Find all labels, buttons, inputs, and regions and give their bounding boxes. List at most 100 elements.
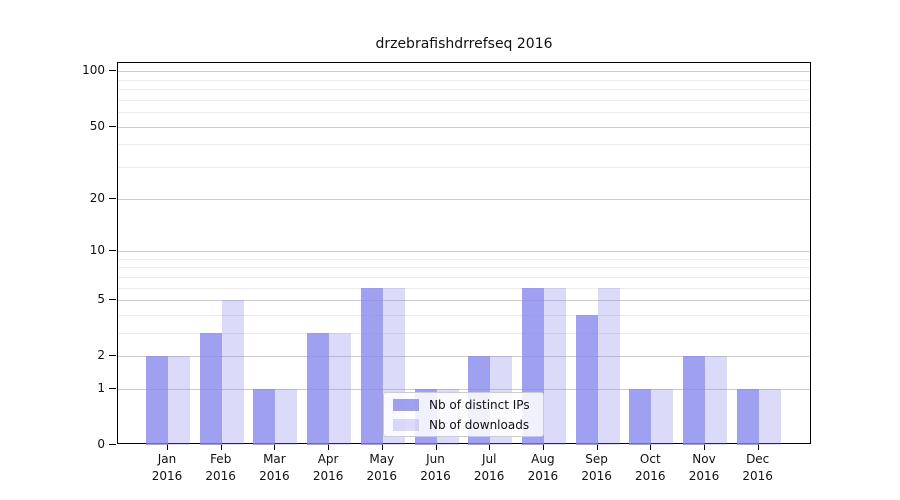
legend-label-distinct-ips: Nb of distinct IPs [429, 397, 530, 412]
x-tick-label-sep: Sep 2016 [569, 451, 625, 485]
gridline-minor [118, 258, 810, 260]
gridline-minor [118, 276, 810, 278]
x-tick-mark [596, 444, 598, 450]
bar-downloads [597, 287, 620, 445]
y-tick-mark [109, 249, 116, 251]
y-tick-label: 50 [89, 118, 105, 133]
x-tick-mark [489, 444, 491, 450]
x-tick-label-oct: Oct 2016 [622, 451, 678, 485]
gridline-minor [118, 332, 810, 334]
distinct-ips-swatch-icon [393, 398, 419, 411]
gridline-minor [118, 287, 810, 289]
bar-downloads [221, 299, 244, 445]
year-label: 2016 [420, 469, 451, 483]
legend-row-downloads: Nb of downloads [393, 416, 534, 433]
bar-distinct-ips [360, 287, 383, 445]
plot-area [117, 62, 811, 445]
y-tick-mark [109, 70, 116, 72]
y-tick-label: 0 [97, 437, 105, 451]
y-tick-mark [109, 125, 116, 127]
gridline-major [118, 71, 810, 73]
legend-row-distinct-ips: Nb of distinct IPs [393, 396, 534, 413]
x-tick-mark [650, 444, 652, 450]
bar-distinct-ips [199, 332, 222, 445]
y-tick-label: 1 [97, 380, 105, 395]
year-label: 2016 [688, 469, 720, 483]
bar-distinct-ips [307, 332, 330, 445]
x-tick-label-may: May 2016 [354, 451, 410, 485]
gridline-major [118, 126, 810, 128]
bar-distinct-ips [253, 388, 276, 445]
x-tick-label-feb: Feb 2016 [193, 451, 249, 485]
month-label: Jun [426, 452, 445, 466]
year-label: 2016 [259, 469, 290, 483]
y-tick-label: 100 [82, 63, 105, 78]
month-label: Mar [263, 452, 286, 466]
x-tick-mark [381, 444, 383, 450]
y-tick-label: 20 [89, 190, 105, 205]
month-label: Jul [481, 452, 497, 466]
x-tick-label-dec: Dec 2016 [730, 451, 786, 485]
year-label: 2016 [527, 469, 559, 483]
x-tick-label-jun: Jun 2016 [408, 451, 464, 485]
y-tick-label: 2 [97, 348, 105, 363]
y-tick-label: 5 [97, 291, 105, 306]
x-tick-mark [167, 444, 168, 450]
y-tick-mark [109, 355, 116, 357]
x-tick-mark [220, 444, 222, 450]
x-tick-mark [704, 444, 705, 450]
gridline-minor [118, 167, 810, 168]
x-tick-label-aug: Aug 2016 [515, 451, 571, 485]
x-tick-mark [542, 444, 544, 450]
bar-distinct-ips [629, 388, 652, 445]
year-label: 2016 [742, 469, 773, 483]
bar-distinct-ips [736, 388, 759, 445]
y-tick-mark [109, 387, 116, 389]
bar-distinct-ips [146, 356, 168, 445]
bar-downloads [758, 388, 781, 445]
gridline-major [118, 388, 810, 390]
month-label: Feb [210, 452, 232, 466]
x-tick-label-nov: Nov 2016 [676, 451, 732, 485]
month-label: Apr [317, 452, 339, 466]
legend-label-downloads: Nb of downloads [429, 417, 530, 432]
year-label: 2016 [581, 469, 612, 483]
bar-downloads [168, 356, 190, 445]
month-label: May [369, 452, 395, 466]
gridline-major [118, 198, 810, 200]
month-label: Dec [746, 452, 770, 466]
x-tick-label-apr: Apr 2016 [300, 451, 356, 485]
y-tick-mark [109, 197, 116, 199]
month-label: Oct [639, 452, 661, 466]
gridline-minor [118, 112, 810, 114]
bar-downloads [651, 388, 674, 445]
downloads-swatch-icon [393, 418, 419, 431]
y-tick-mark [109, 444, 116, 445]
gridline-major [118, 356, 810, 358]
year-label: 2016 [473, 469, 505, 483]
gridline-minor [118, 314, 810, 316]
gridline-minor [118, 267, 810, 269]
month-label: Jan [157, 452, 177, 466]
year-label: 2016 [312, 469, 344, 483]
legend: Nb of distinct IPs Nb of downloads [383, 392, 544, 437]
y-tick-label: 10 [89, 242, 105, 257]
bar-distinct-ips [575, 314, 598, 445]
month-label: Nov [692, 452, 716, 466]
y-tick-mark [109, 298, 116, 300]
gridline-minor [118, 144, 810, 146]
gridline-minor [118, 79, 810, 81]
gridline-minor [118, 99, 810, 101]
gridline-minor [118, 89, 810, 91]
year-label: 2016 [366, 469, 398, 483]
x-tick-mark [435, 444, 437, 450]
bar-distinct-ips [683, 356, 705, 445]
x-tick-mark [757, 444, 759, 450]
x-tick-label-jul: Jul 2016 [461, 451, 517, 485]
chart-title: drzebrafishdrrefseq 2016 [375, 36, 553, 52]
x-tick-label-mar: Mar 2016 [246, 451, 302, 485]
month-label: Sep [585, 452, 608, 466]
x-tick-mark [274, 444, 276, 450]
x-tick-mark [328, 444, 330, 450]
